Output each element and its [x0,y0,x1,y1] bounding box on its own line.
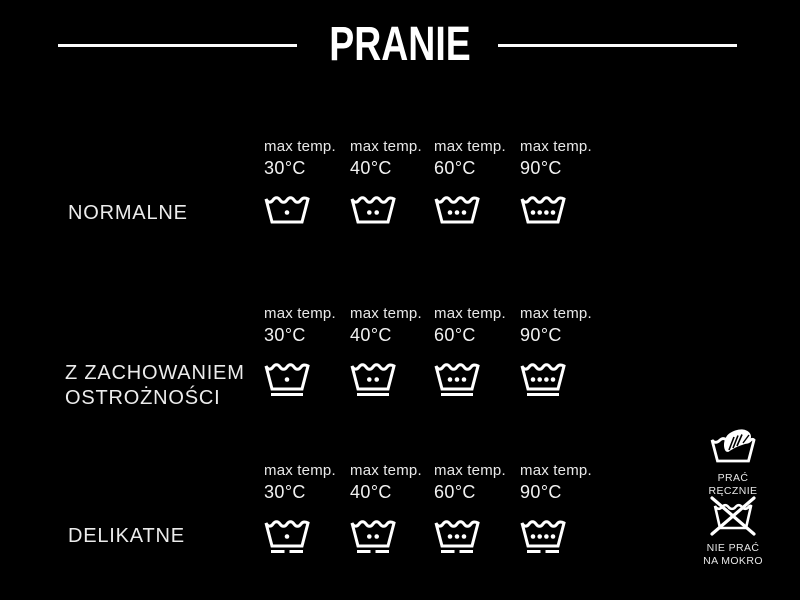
temp-value: 40°C [350,482,392,502]
row-label-z-zachowaniem-ostroznosci-line1: Z ZACHOWANIEM [65,362,245,384]
temp-value: 40°C [350,158,392,178]
wash-cell-delikatne-2dot: max temp. 40°C [350,462,436,556]
hand-wash-symbol: PRAĆ RĘCZNIE [695,426,771,498]
wash-cell-normalne-2dot: max temp. 40°C [350,138,436,232]
wash-cell-normalne-4dot: max temp. 90°C [520,138,606,232]
max-temp-label: max temp. [520,138,592,155]
temp-value: 30°C [264,482,306,502]
wash-cell-z-zachowaniem-ostroznosci-2dot: max temp. 40°C [350,305,436,399]
wash-tub-icon [520,363,566,396]
no-wet-wash-label-line1: NIE PRAĆ [706,542,760,554]
wash-cell-delikatne-4dot: max temp. 90°C [520,462,606,556]
temp-value: 60°C [434,482,476,502]
wash-tub-icon [434,196,480,224]
temp-value: 30°C [264,325,306,345]
wash-cell-z-zachowaniem-ostroznosci-4dot: max temp. 90°C [520,305,606,399]
temp-value: 90°C [520,325,562,345]
no-wet-wash-symbol: NIE PRAĆ NA MOKRO [695,495,771,568]
wash-tub-icon [350,520,396,553]
page-title: PRANIE [329,18,471,71]
max-temp-label: max temp. [264,305,336,322]
max-temp-label: max temp. [520,462,592,479]
max-temp-label: max temp. [434,138,506,155]
wash-cell-normalne-1dot: max temp. 30°C [264,138,350,232]
wash-cell-delikatne-1dot: max temp. 30°C [264,462,350,556]
wash-cell-normalne-3dot: max temp. 60°C [434,138,520,232]
header-rule-left [58,44,297,47]
temp-value: 90°C [520,482,562,502]
max-temp-label: max temp. [350,462,422,479]
wash-cell-delikatne-3dot: max temp. 60°C [434,462,520,556]
max-temp-label: max temp. [350,138,422,155]
wash-cell-z-zachowaniem-ostroznosci-1dot: max temp. 30°C [264,305,350,399]
wash-tub-icon [264,363,310,396]
row-label-z-zachowaniem-ostroznosci-line2: OSTROŻNOŚCI [65,387,221,409]
wash-tub-icon [434,520,480,553]
max-temp-label: max temp. [434,462,506,479]
max-temp-label: max temp. [264,138,336,155]
temp-value: 60°C [434,158,476,178]
hand-wash-label: PRAĆ RĘCZNIE [708,472,758,497]
max-temp-label: max temp. [264,462,336,479]
wash-tub-icon [434,363,480,396]
temp-value: 60°C [434,325,476,345]
wash-tub-icon [350,196,396,224]
row-label-delikatne: DELIKATNE [68,525,185,547]
row-label-normalne: NORMALNE [68,202,188,224]
wash-tub-icon [350,363,396,396]
no-wet-wash-label-line2: NA MOKRO [703,555,763,567]
wash-tub-icon [520,196,566,224]
temp-value: 90°C [520,158,562,178]
no-wet-wash-icon [710,496,756,536]
temp-value: 30°C [264,158,306,178]
max-temp-label: max temp. [434,305,506,322]
max-temp-label: max temp. [350,305,422,322]
max-temp-label: max temp. [520,305,592,322]
hand-wash-icon [710,429,756,463]
wash-tub-icon [264,196,310,224]
wash-cell-z-zachowaniem-ostroznosci-3dot: max temp. 60°C [434,305,520,399]
temp-value: 40°C [350,325,392,345]
header-rule-right [498,44,737,47]
wash-tub-icon [520,520,566,553]
wash-tub-icon [264,520,310,553]
